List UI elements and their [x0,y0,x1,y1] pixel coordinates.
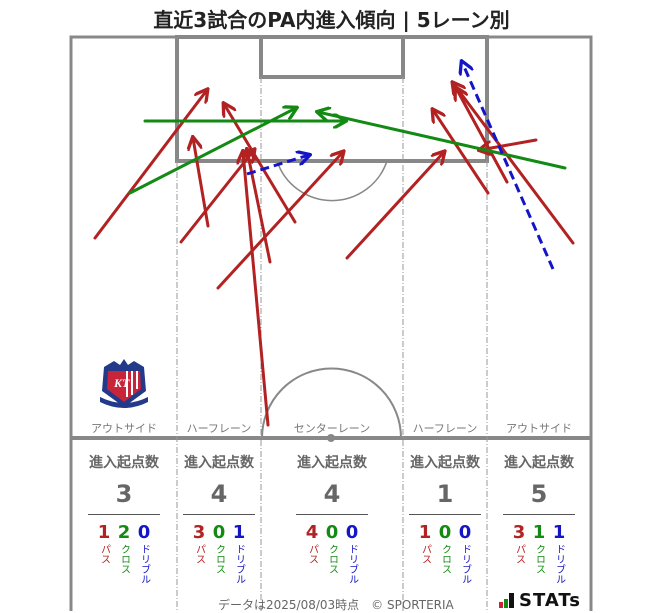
lane-label-halfspace-left: ハーフレーン [186,422,252,435]
svg-text:KT: KT [113,376,130,390]
cross-count: 0 [438,522,452,543]
dribble-label: ドリブル [346,544,358,584]
pass-label: パス [419,544,431,564]
center-circle [261,367,402,439]
entries-total: 5 [530,480,548,508]
dribble-arrows [246,62,555,270]
pass-count: 1 [97,522,111,543]
entries-total: 4 [323,480,341,508]
pass-arrows [93,83,575,427]
cross-count: 1 [532,522,546,543]
pass-label: パス [98,544,110,564]
stat-header: 進入起点数 [504,455,574,471]
data-timestamp-footer: データは2025/08/03時点 © SPORTERIA [218,598,454,612]
dribble-label: ドリブル [459,544,471,584]
stat-header: 進入起点数 [410,455,480,471]
dribble-count: 0 [458,522,472,543]
brand-name: STATs [519,590,581,611]
pass-count: 3 [512,522,526,543]
entries-total: 3 [115,480,133,508]
dribble-count: 1 [232,522,246,543]
chart-title: 直近3試合のPA内進入傾向 | 5レーン別 [153,8,510,32]
pass-count: 3 [192,522,206,543]
lane-stats-outside-left: 進入起点数 3 1 パス 2 クロス 0 ドリブル [71,452,177,584]
cross-label: クロス [533,544,545,574]
cross-count: 2 [117,522,131,543]
pass-count: 4 [305,522,319,543]
lane-label-halfspace-right: ハーフレーン [412,422,478,435]
stats-brand: STATs [499,590,581,611]
stat-header: 進入起点数 [297,455,367,471]
pass-label: パス [193,544,205,564]
cross-arrows [128,108,567,195]
dribble-label: ドリブル [138,544,150,584]
dribble-count: 1 [552,522,566,543]
bar-chart-logo-icon [499,592,514,608]
pass-count: 1 [418,522,432,543]
dribble-count: 0 [137,522,151,543]
lane-stats-center: 進入起点数 4 4 パス 0 クロス 0 ドリブル [261,452,403,584]
pass-label: パス [513,544,525,564]
pass-label: パス [306,544,318,564]
stat-header: 進入起点数 [184,455,254,471]
stat-header: 進入起点数 [89,455,159,471]
dribble-label: ドリブル [233,544,245,584]
cross-count: 0 [212,522,226,543]
cross-label: クロス [439,544,451,574]
dribble-label: ドリブル [553,544,565,584]
club-crest-icon: KT [100,359,148,408]
lane-label-center: センターレーン [293,422,371,435]
cross-label: クロス [213,544,225,574]
entries-total: 1 [436,480,454,508]
lane-label-outside-left: アウトサイド [91,422,157,435]
entries-total: 4 [210,480,228,508]
lane-stats-outside-right: 進入起点数 5 3 パス 1 クロス 1 ドリブル [487,452,591,584]
lane-label-outside-right: アウトサイド [506,422,572,435]
lane-stats-halfspace-left: 進入起点数 4 3 パス 0 クロス 1 ドリブル [177,452,261,584]
center-spot [327,434,335,442]
cross-label: クロス [118,544,130,574]
cross-count: 0 [325,522,339,543]
penalty-arc [276,160,388,202]
cross-label: クロス [326,544,338,574]
dribble-count: 0 [345,522,359,543]
lane-stats-halfspace-right: 進入起点数 1 1 パス 0 クロス 0 ドリブル [403,452,487,584]
